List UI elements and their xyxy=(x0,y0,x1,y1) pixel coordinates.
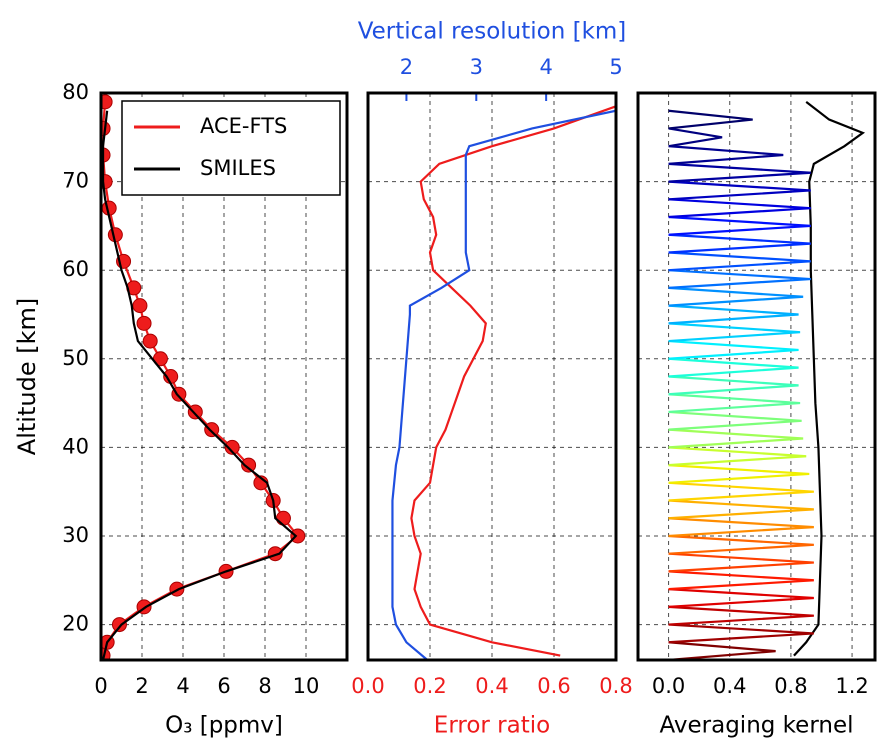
x-axis-label: Averaging kernel xyxy=(660,713,854,739)
profile-line xyxy=(101,110,298,660)
profile-line xyxy=(668,588,814,608)
marker xyxy=(132,298,148,314)
y-tick-label: 20 xyxy=(62,612,89,636)
profile-line xyxy=(668,393,801,414)
profile-line xyxy=(668,446,807,467)
y-tick-label: 40 xyxy=(62,434,89,458)
panel: 20 30 40 50 60 70 80 0 2 4 6 8 10 O₃ [ppmv] Altitude [… xyxy=(13,80,349,739)
profile-line xyxy=(668,623,814,644)
frame xyxy=(636,91,877,662)
profile-line xyxy=(668,322,801,343)
profile-line xyxy=(668,534,814,555)
profile-line xyxy=(668,375,799,396)
profile-line xyxy=(668,215,811,236)
y-tick-label: 50 xyxy=(62,346,89,370)
profile-line xyxy=(410,105,616,657)
profile-line xyxy=(391,109,616,660)
profile-line xyxy=(668,109,753,130)
x2-tick-label: 3 xyxy=(470,55,483,79)
x-tick-label: 0.6 xyxy=(537,674,570,698)
x-axis-label: Error ratio xyxy=(434,713,550,739)
profile-line xyxy=(668,145,784,165)
x-tick-label: 8 xyxy=(258,674,271,698)
x-tick-label: 0.4 xyxy=(475,674,508,698)
panel: 0.0 0.4 0.8 1.2 Averaging kernel xyxy=(636,91,877,739)
x-tick-label: 0.2 xyxy=(413,674,446,698)
x-axis-label: O₃ [ppmv] xyxy=(165,713,283,739)
profile-line xyxy=(668,286,804,307)
profile-line xyxy=(668,428,804,449)
profile-line xyxy=(668,357,799,378)
marker xyxy=(290,528,306,544)
profile-line xyxy=(668,517,814,538)
x-tick-label: 0 xyxy=(94,674,107,698)
profile-line xyxy=(668,251,811,272)
profile-line xyxy=(668,339,799,360)
legend-label: ACE-FTS xyxy=(200,114,287,138)
y-tick-label: 70 xyxy=(62,169,89,193)
x-tick-label: 0.0 xyxy=(652,674,685,698)
profile-line xyxy=(668,570,814,591)
y-tick-label: 80 xyxy=(62,80,89,104)
marker xyxy=(187,404,203,420)
plot-area xyxy=(391,105,616,660)
x2-tick-label: 5 xyxy=(609,55,622,79)
plot-area xyxy=(101,94,306,660)
profile-line xyxy=(668,499,814,520)
profile-line xyxy=(668,127,723,148)
profile-line xyxy=(668,605,814,626)
panel: 0.0 0.2 0.4 0.6 0.8 2 3 4 5 Vertical resolution [… xyxy=(351,19,632,739)
marker xyxy=(241,457,257,473)
profile-line xyxy=(668,641,776,660)
x-tick-label: 6 xyxy=(217,674,230,698)
profile-line xyxy=(668,162,811,183)
marker xyxy=(142,333,158,349)
plot-area xyxy=(668,100,866,660)
profile-line xyxy=(668,304,799,325)
marker xyxy=(111,617,127,633)
profile-line xyxy=(668,481,814,502)
marker xyxy=(136,315,152,331)
profile-line xyxy=(668,552,814,573)
legend-box xyxy=(121,100,341,196)
x-tick-label: 1.2 xyxy=(835,674,868,698)
x-tick-label: 2 xyxy=(135,674,148,698)
profile-line xyxy=(793,100,866,657)
legend-label: SMILES xyxy=(200,156,276,180)
y-tick-label: 30 xyxy=(62,523,89,547)
marker xyxy=(101,120,111,136)
x-tick-label: 10 xyxy=(293,674,320,698)
profile-line xyxy=(668,233,811,254)
x-tick-label: 4 xyxy=(176,674,189,698)
frame xyxy=(99,91,349,662)
x-tick-label: 0.0 xyxy=(351,674,384,698)
frame xyxy=(366,91,618,662)
x2-tick-label: 2 xyxy=(400,55,413,79)
x-tick-label: 0.8 xyxy=(774,674,807,698)
x2-axis-label: Vertical resolution [km] xyxy=(358,19,627,45)
profile-line xyxy=(668,180,811,201)
marker xyxy=(224,439,240,455)
profile-line xyxy=(668,198,811,219)
x2-tick-label: 4 xyxy=(539,55,552,79)
marker xyxy=(204,422,220,438)
legend: ACE-FTS SMILES xyxy=(121,100,341,196)
marker xyxy=(101,94,113,110)
profile-line xyxy=(668,463,810,484)
profile-line xyxy=(668,269,811,290)
marker xyxy=(275,510,291,526)
y-axis-label: Altitude [km] xyxy=(13,298,41,455)
x-tick-label: 0.8 xyxy=(599,674,632,698)
profile-line xyxy=(668,410,802,431)
y-tick-label: 60 xyxy=(62,257,89,281)
x-tick-label: 0.4 xyxy=(713,674,746,698)
